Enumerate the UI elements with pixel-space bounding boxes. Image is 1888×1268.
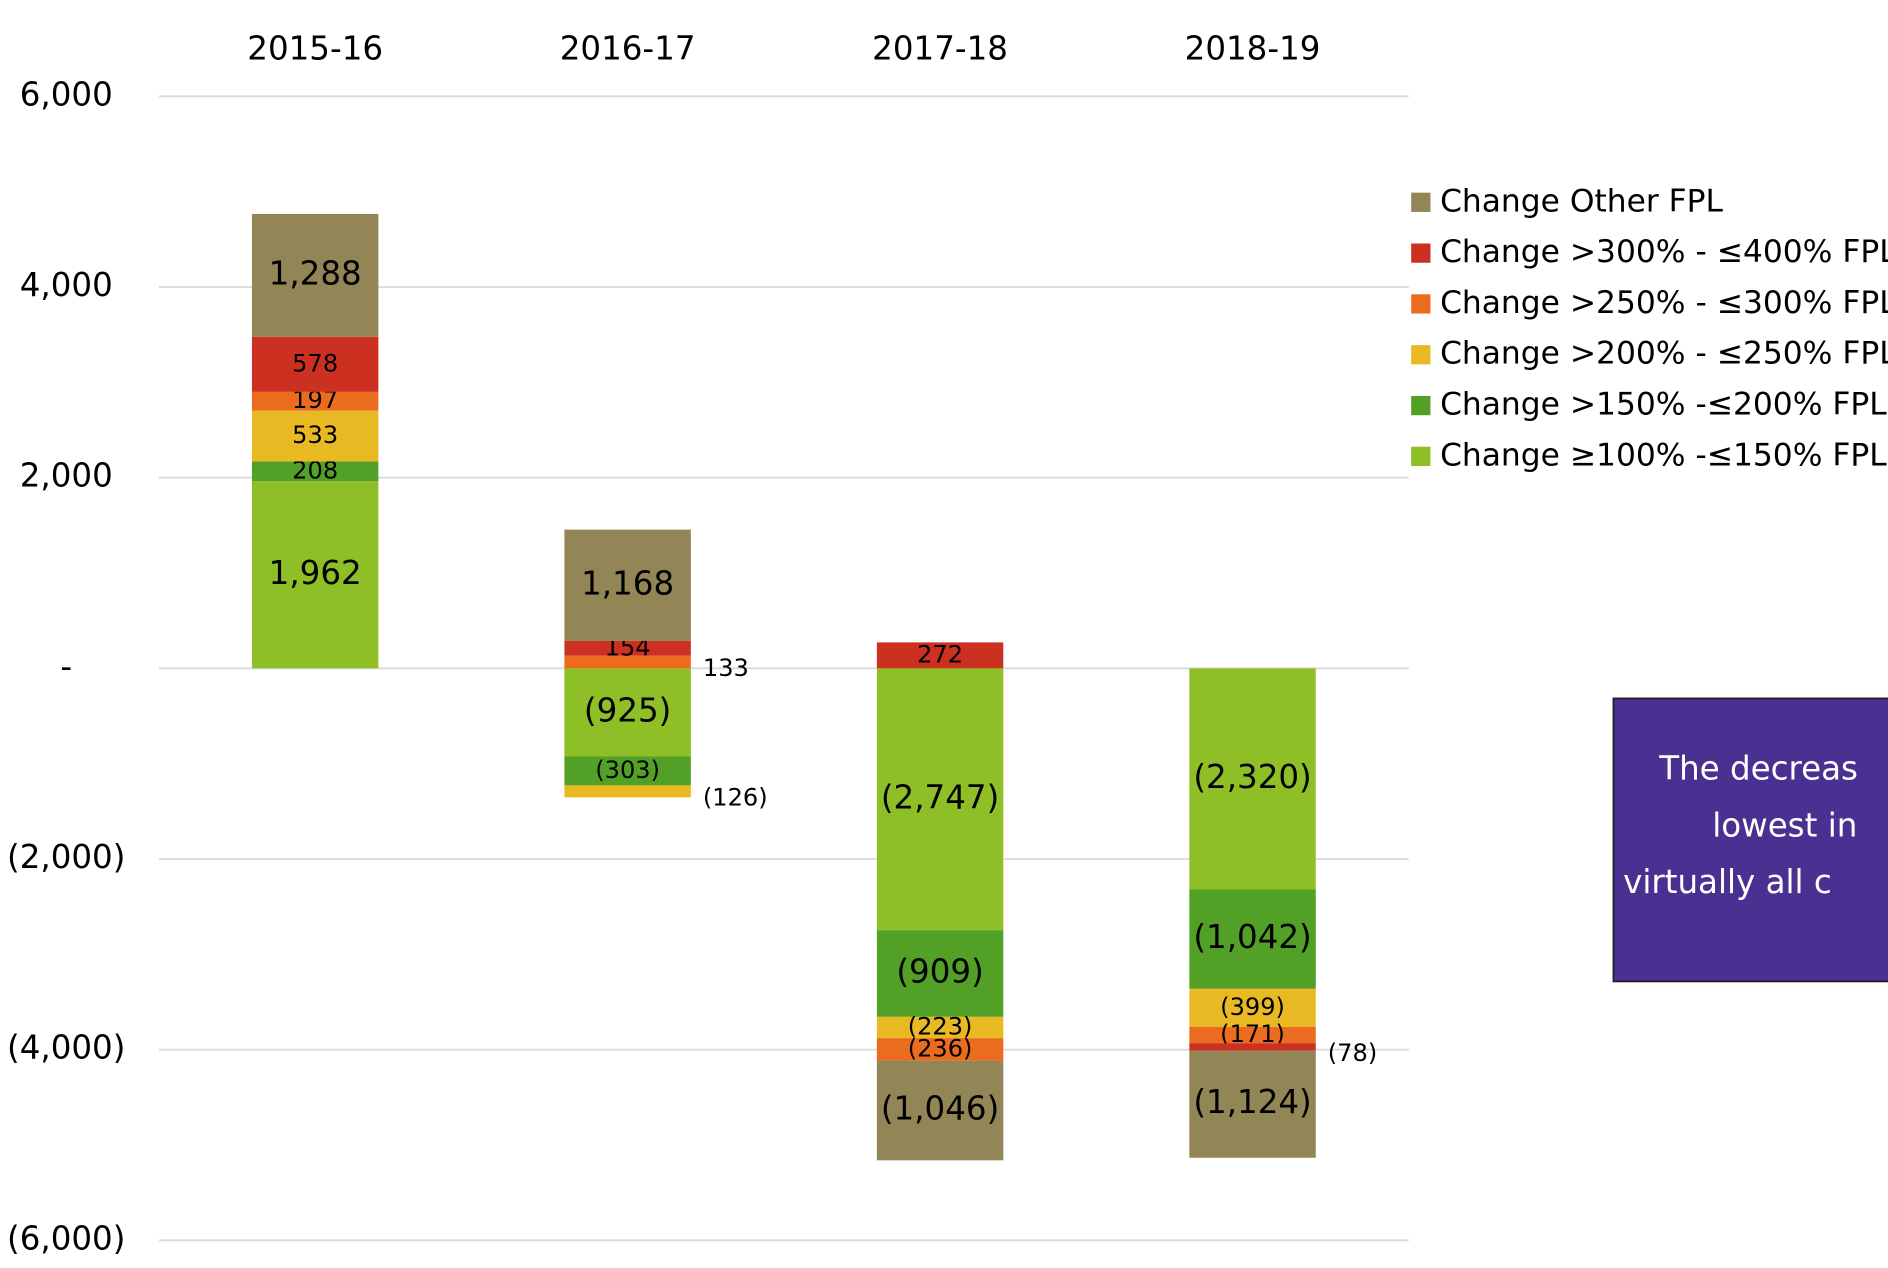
bar-segment xyxy=(876,1038,1004,1061)
bar-segment xyxy=(564,655,691,669)
data-label: (399) xyxy=(1220,993,1285,1021)
bar-segment xyxy=(251,213,379,337)
bar-segment xyxy=(564,640,691,656)
bar-segment xyxy=(876,642,1004,669)
bar-segment xyxy=(251,481,379,669)
data-label: (1,046) xyxy=(881,1089,999,1127)
legend-label: Change ≥100% -≤150% FPL xyxy=(1440,437,1887,473)
data-label: (1,042) xyxy=(1193,918,1311,956)
bar-segment xyxy=(876,1060,1004,1161)
x-tick-label: 2016-17 xyxy=(560,30,696,68)
data-label: (126) xyxy=(703,784,768,812)
data-label: (303) xyxy=(595,756,660,784)
legend-label: Change >200% - ≤250% FPL xyxy=(1440,336,1888,372)
bar-segment xyxy=(564,785,691,798)
data-label: (925) xyxy=(584,691,671,729)
x-tick-label: 2017-18 xyxy=(872,30,1008,68)
data-label: 1,168 xyxy=(581,564,674,602)
bar-segment xyxy=(564,668,691,757)
bar-segment xyxy=(251,336,379,392)
bar-segment xyxy=(876,668,1004,931)
legend-swatch xyxy=(1411,395,1431,416)
bar-segment xyxy=(1189,1043,1316,1051)
y-tick-label: (4,000) xyxy=(7,1029,125,1067)
bar-segment xyxy=(251,391,379,411)
bar-segment xyxy=(1189,889,1316,989)
y-tick-label: 2,000 xyxy=(20,457,113,495)
bar-segment xyxy=(251,410,379,462)
bar-segment xyxy=(564,756,691,786)
annotation-box xyxy=(1612,697,1888,983)
y-tick-label: (2,000) xyxy=(7,838,125,876)
bar-segment xyxy=(876,1016,1004,1039)
data-label: (78) xyxy=(1328,1039,1377,1067)
annotation-text: virtually all c xyxy=(1623,863,1832,901)
data-label: 1,288 xyxy=(269,254,362,292)
data-label: (2,747) xyxy=(881,778,999,816)
legend-swatch xyxy=(1411,345,1431,365)
annotation-text: The decreas xyxy=(1658,750,1858,788)
y-tick-label: (6,000) xyxy=(7,1219,125,1257)
bar-segment xyxy=(1189,668,1316,890)
legend-label: Change Other FPL xyxy=(1440,183,1723,219)
data-label: 578 xyxy=(292,349,338,377)
bar-segment xyxy=(564,529,691,641)
bar-segment xyxy=(1189,1050,1316,1158)
legend-label: Change >300% - ≤400% FPL xyxy=(1440,234,1888,270)
bar-segment xyxy=(251,461,379,482)
bar-segment xyxy=(876,930,1004,1017)
x-tick-label: 2018-19 xyxy=(1185,30,1321,68)
bar-segment xyxy=(1189,988,1316,1027)
legend-label: Change >150% -≤200% FPL xyxy=(1440,387,1887,423)
data-label: 133 xyxy=(703,654,749,682)
data-label: (2,320) xyxy=(1193,758,1311,796)
data-label: (223) xyxy=(908,1012,973,1040)
x-tick-label: 2015-16 xyxy=(247,30,383,68)
legend-label: Change >250% - ≤300% FPL xyxy=(1440,285,1888,321)
y-tick-label: 6,000 xyxy=(20,75,113,113)
data-label: (236) xyxy=(908,1034,973,1062)
y-tick-label: 4,000 xyxy=(20,266,113,304)
data-label: 272 xyxy=(917,640,963,668)
data-label: (1,124) xyxy=(1193,1083,1311,1121)
legend-swatch xyxy=(1411,192,1431,212)
y-tick-label: - xyxy=(60,647,72,685)
bar-segment xyxy=(1189,1026,1316,1044)
data-label: (909) xyxy=(896,953,983,991)
legend-swatch xyxy=(1411,243,1431,263)
annotation-text: lowest in xyxy=(1712,806,1857,844)
legend-swatch xyxy=(1411,294,1431,314)
data-label: 1,962 xyxy=(269,554,362,592)
legend-swatch xyxy=(1411,446,1431,467)
data-label: 533 xyxy=(292,421,338,449)
